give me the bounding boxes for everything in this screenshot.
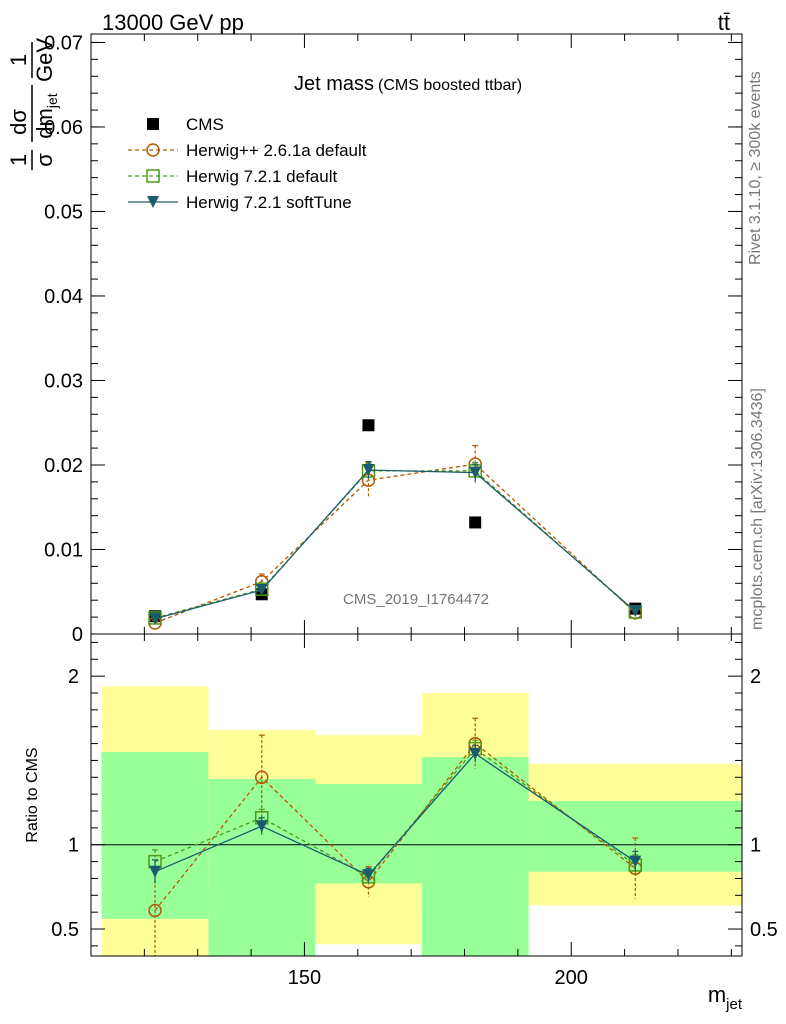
legend: CMS Herwig++ 2.6.1a default Herwig 7.2.1 d…	[128, 115, 367, 212]
main-y-ticks: 0 0.01 0.02 0.03 0.04 0.05 0.06 0.07	[44, 32, 742, 646]
main-y-tick-label: 0.04	[44, 286, 83, 308]
ratio-y-tick-label-right: 2	[750, 666, 761, 688]
legend-marker	[146, 169, 160, 183]
data-point	[362, 464, 375, 477]
series-3	[149, 461, 642, 625]
data-point	[469, 747, 482, 760]
ratio-band-green	[101, 752, 209, 919]
data-point	[255, 770, 269, 785]
ylabel-dsigma: dσ	[6, 109, 31, 135]
ylabel-dm: dmjet	[32, 93, 60, 138]
main-y-axis-label: 1 σ dσ dmjet 1 GeV	[6, 38, 60, 170]
ratio-x-tick-label: 200	[555, 967, 588, 989]
chart-title: Jet mass	[294, 73, 374, 95]
main-series	[148, 419, 643, 630]
main-y-tick-label: 0.01	[44, 539, 83, 561]
series-line	[154, 747, 636, 878]
series-2	[149, 744, 642, 884]
series-line	[154, 742, 636, 911]
x-axis-label: mjet	[708, 982, 743, 1013]
main-y-tick-label: 0	[72, 624, 83, 646]
ratio-x-tick-label: 150	[288, 967, 321, 989]
data-point	[362, 419, 375, 432]
legend-marker	[147, 118, 159, 130]
main-panel: 0 0.01 0.02 0.03 0.04 0.05 0.06 0.07 CMS_2019_I…	[44, 32, 743, 646]
ratio-y-ticks: 0.5 0.5 1 1 2 2	[51, 641, 778, 947]
ylabel-one-a: 1	[6, 154, 31, 166]
data-point	[629, 855, 642, 868]
main-y-tick-label: 0.02	[44, 455, 83, 477]
ylabel-one-b: 1	[6, 54, 31, 66]
header-right-label: tt̄	[718, 10, 730, 35]
data-point	[149, 612, 162, 625]
data-point	[255, 584, 268, 597]
data-point	[148, 903, 162, 918]
chart-subtitle: (CMS boosted ttbar)	[378, 77, 522, 94]
ratio-band-green	[421, 757, 529, 956]
ratio-y-tick-label: 2	[68, 666, 79, 688]
ratio-panel: 0.5 0.5 1 1 2 2 150 200 Ratio to CMS	[24, 633, 778, 989]
ratio-y-tick-label-right: 0.5	[750, 919, 778, 941]
ratio-band-green	[208, 778, 316, 956]
ratio-y-tick-label-right: 1	[750, 835, 761, 857]
legend-marker	[147, 196, 159, 208]
header-left-label: 13000 GeV pp	[102, 10, 244, 35]
ratio-y-axis-label: Ratio to CMS	[24, 747, 41, 842]
ratio-series	[148, 717, 643, 956]
main-y-tick-label: 0.07	[44, 32, 83, 54]
ylabel-gev: GeV	[32, 38, 57, 82]
ratio-bands	[101, 686, 742, 956]
data-point	[149, 865, 162, 878]
data-point	[255, 820, 268, 833]
ratio-frame	[90, 633, 743, 957]
main-y-tick-label: 0.05	[44, 201, 83, 223]
ratio-y-tick-label: 1	[68, 835, 79, 857]
data-point	[469, 516, 482, 529]
analysis-watermark: CMS_2019_I1764472	[343, 591, 489, 608]
main-y-tick-label: 0.06	[44, 117, 83, 139]
data-point	[469, 466, 482, 479]
mcplots-label: mcplots.cern.ch [arXiv:1306.3436]	[749, 388, 766, 630]
data-point	[362, 869, 375, 882]
data-point	[629, 605, 642, 618]
legend-entry-label: Herwig++ 2.6.1a default	[186, 141, 367, 160]
main-x-ticks	[90, 34, 732, 634]
ratio-x-ticks: 150 200	[90, 634, 732, 989]
main-y-tick-label: 0.03	[44, 370, 83, 392]
legend-entry-label: Herwig 7.2.1 softTune	[186, 193, 352, 212]
legend-entry-label: Herwig 7.2.1 default	[186, 167, 337, 186]
ylabel-sigma: σ	[32, 153, 57, 167]
legend-entry-label: CMS	[186, 115, 224, 134]
rivet-label: Rivet 3.1.10, ≥ 300k events	[747, 71, 764, 265]
ratio-y-tick-label: 0.5	[51, 919, 79, 941]
legend-marker	[146, 143, 160, 157]
